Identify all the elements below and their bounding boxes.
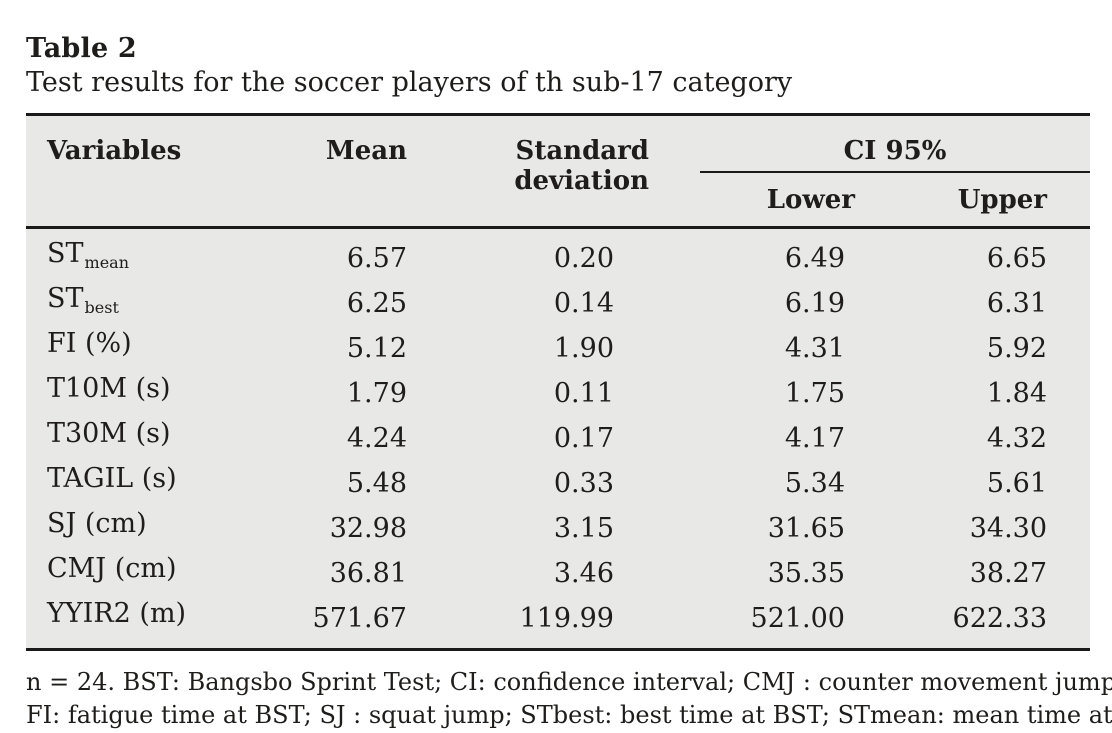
col-header-variables: Variables xyxy=(26,114,241,229)
cell-ci-lower: 5.34 xyxy=(784,467,845,499)
variable-subscript: mean xyxy=(84,253,129,272)
cell-mean: 5.48 xyxy=(346,467,407,499)
table-row: STbest 6.25 0.14 6.19 6.31 xyxy=(26,281,1090,326)
cell-standard-deviation: 0.20 xyxy=(553,242,614,274)
cell-mean: 6.57 xyxy=(346,242,407,274)
cell-standard-deviation: 1.90 xyxy=(553,332,614,364)
cell-mean: 4.24 xyxy=(346,422,407,454)
table-row: CMJ (cm) 36.81 3.46 35.35 38.27 xyxy=(26,551,1090,596)
cell-ci-upper: 5.92 xyxy=(986,332,1048,364)
cell-ci-upper: 4.32 xyxy=(986,422,1048,454)
cell-ci-lower: 31.65 xyxy=(767,512,845,544)
col-header-ci95: CI 95% xyxy=(655,115,1091,173)
cell-variable: TAGIL (s) xyxy=(47,463,177,494)
cell-variable: STmean xyxy=(47,238,129,272)
footnote-line: FI: fatigue time at BST; SJ : squat jump… xyxy=(26,701,1112,729)
table-caption: Test results for the soccer players of t… xyxy=(26,67,793,98)
col-header-upper: Upper xyxy=(885,172,1091,229)
col-header-mean: Mean xyxy=(241,114,437,229)
cell-ci-lower: 6.19 xyxy=(784,287,845,319)
col-header-sd-line2: deviation xyxy=(514,166,649,196)
table-row: FI (%) 5.12 1.90 4.31 5.92 xyxy=(26,326,1090,371)
page-title: Table 2 xyxy=(26,33,137,64)
footnote-line: n = 24. BST: Bangsbo Sprint Test; CI: co… xyxy=(26,668,1112,696)
table-row: STmean 6.57 0.20 6.49 6.65 xyxy=(26,228,1090,282)
cell-variable: T10M (s) xyxy=(47,373,171,404)
cell-variable: YYIR2 (m) xyxy=(47,598,187,629)
table-row: T30M (s) 4.24 0.17 4.17 4.32 xyxy=(26,416,1090,461)
table-row: YYIR2 (m) 571.67 119.99 521.00 622.33 xyxy=(26,596,1090,650)
cell-ci-upper: 5.61 xyxy=(986,467,1048,499)
cell-ci-upper: 38.27 xyxy=(969,557,1048,589)
cell-ci-upper: 6.31 xyxy=(986,287,1048,319)
cell-ci-lower: 521.00 xyxy=(750,602,845,634)
cell-ci-lower: 35.35 xyxy=(767,557,845,589)
col-header-lower: Lower xyxy=(655,172,885,229)
cell-mean: 32.98 xyxy=(329,512,407,544)
cell-standard-deviation: 0.33 xyxy=(553,467,614,499)
cell-variable: FI (%) xyxy=(47,328,132,359)
col-header-standard-deviation: Standard deviation xyxy=(437,114,655,229)
cell-mean: 36.81 xyxy=(329,557,407,589)
cell-ci-upper: 6.65 xyxy=(986,242,1048,274)
cell-ci-upper: 622.33 xyxy=(952,602,1048,634)
cell-ci-upper: 1.84 xyxy=(986,377,1048,409)
table-row: TAGIL (s) 5.48 0.33 5.34 5.61 xyxy=(26,461,1090,506)
cell-standard-deviation: 0.11 xyxy=(553,377,614,409)
table-row: SJ (cm) 32.98 3.15 31.65 34.30 xyxy=(26,506,1090,551)
table-body: STmean 6.57 0.20 6.49 6.65 STbest 6.25 0… xyxy=(26,228,1090,650)
cell-standard-deviation: 0.14 xyxy=(553,287,614,319)
table-row: T10M (s) 1.79 0.11 1.75 1.84 xyxy=(26,371,1090,416)
table-header: Variables Mean Standard deviation CI 95% … xyxy=(26,114,1091,229)
cell-mean: 1.79 xyxy=(346,377,407,409)
variable-subscript: best xyxy=(84,298,119,317)
cell-ci-lower: 4.31 xyxy=(784,332,845,364)
cell-variable: SJ (cm) xyxy=(47,508,147,539)
cell-mean: 6.25 xyxy=(346,287,407,319)
footnote: n = 24. BST: Bangsbo Sprint Test; CI: co… xyxy=(26,666,1112,733)
cell-ci-lower: 1.75 xyxy=(784,377,845,409)
cell-mean: 571.67 xyxy=(312,602,407,634)
cell-standard-deviation: 3.46 xyxy=(553,557,614,589)
cell-standard-deviation: 119.99 xyxy=(519,602,614,634)
results-table: Variables Mean Standard deviation CI 95% … xyxy=(26,113,1091,651)
cell-variable: T30M (s) xyxy=(47,418,171,449)
cell-standard-deviation: 0.17 xyxy=(553,422,614,454)
cell-ci-upper: 34.30 xyxy=(969,512,1048,544)
cell-ci-lower: 4.17 xyxy=(784,422,845,454)
cell-variable: CMJ (cm) xyxy=(47,553,177,584)
cell-variable: STbest xyxy=(47,283,119,317)
col-header-sd-line1: Standard xyxy=(515,136,649,166)
cell-mean: 5.12 xyxy=(346,332,407,364)
cell-ci-lower: 6.49 xyxy=(784,242,845,274)
cell-standard-deviation: 3.15 xyxy=(553,512,614,544)
